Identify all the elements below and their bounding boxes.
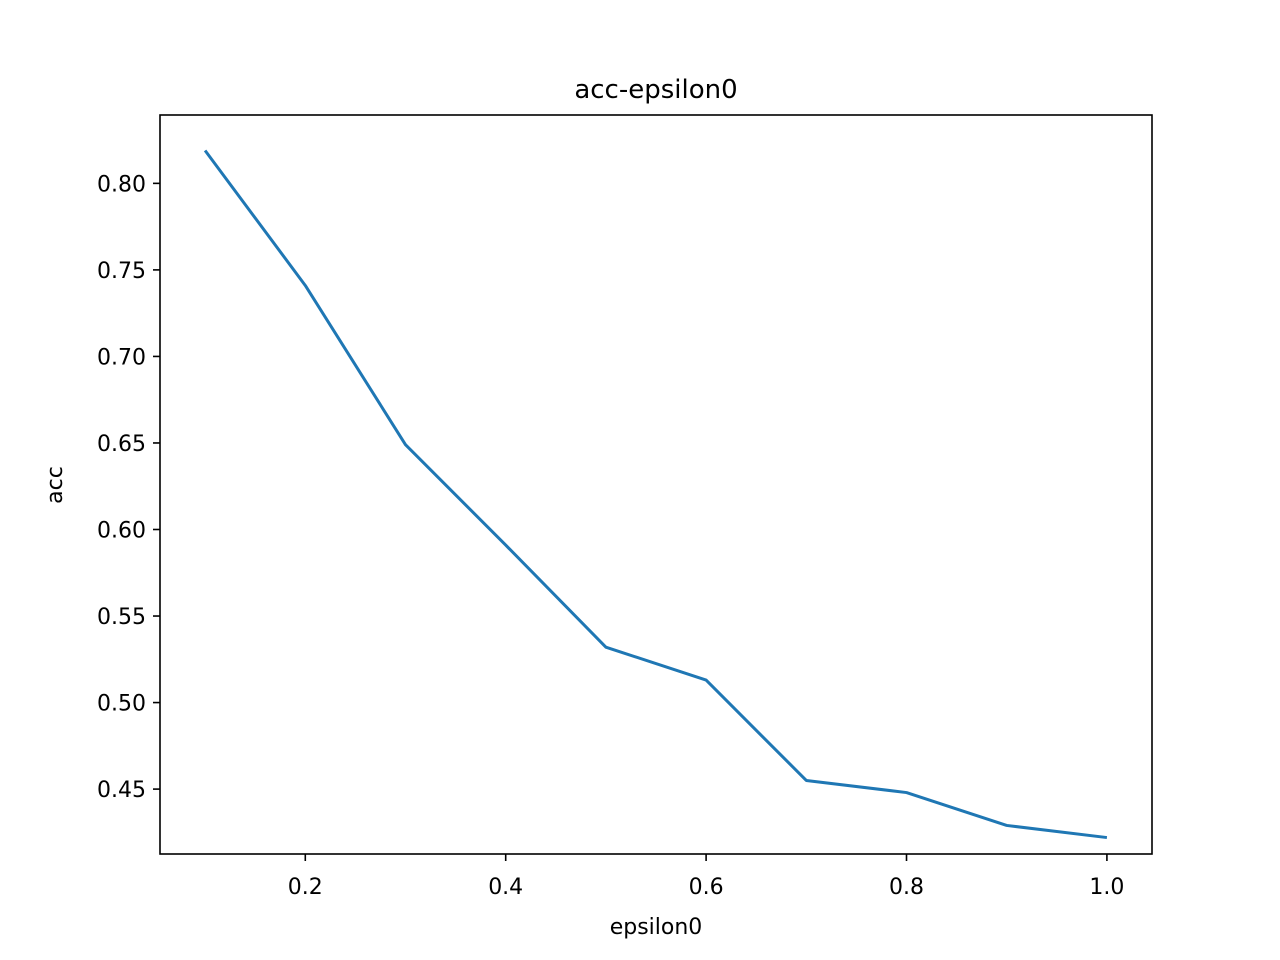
series-line [203,149,1108,840]
y-tick-label: 0.45 [97,778,146,803]
y-tick-label: 0.60 [97,518,146,543]
y-tick-label: 0.65 [97,432,146,457]
plot-area [203,149,1108,840]
y-tick-label: 0.55 [97,605,146,630]
x-tick-label: 0.6 [689,875,724,900]
y-axis-label: acc [43,466,68,504]
y-tick-label: 0.80 [97,172,146,197]
plot-frame [159,114,1153,855]
x-tick-label: 1.0 [1089,875,1124,900]
y-tick-label: 0.70 [97,345,146,370]
x-axis-label: epsilon0 [610,915,703,940]
x-tick-label: 0.8 [889,875,924,900]
y-tick-label: 0.50 [97,692,146,717]
y-tick-label: 0.75 [97,259,146,284]
chart-title: acc-epsilon0 [574,75,737,105]
x-tick-label: 0.4 [488,875,523,900]
x-tick-label: 0.2 [288,875,323,900]
